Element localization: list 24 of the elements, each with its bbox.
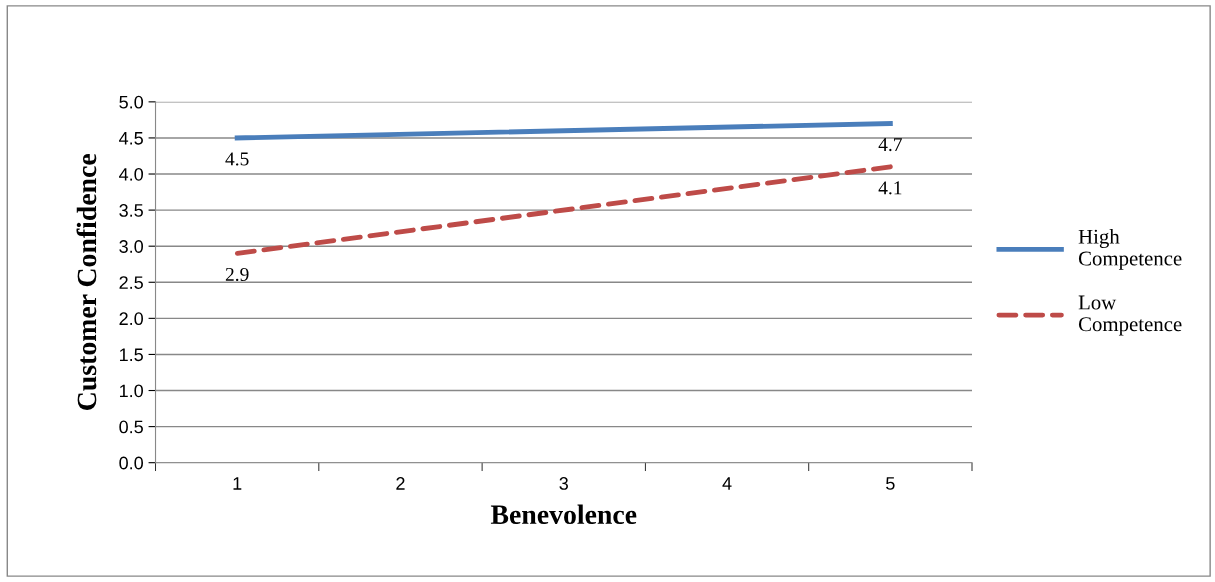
text: 4.0 — [119, 167, 144, 181]
x-tick-label: 2 — [396, 477, 405, 490]
data-label: 4.7 — [878, 138, 902, 152]
x-tick-label: 5 — [886, 477, 895, 490]
y-axis-title: Customer Confidence — [76, 154, 97, 410]
text: 0.5 — [119, 420, 143, 434]
text: 2.0 — [119, 312, 144, 326]
text: 1.5 — [119, 348, 143, 362]
data-label: 4.1 — [878, 181, 902, 195]
legend-label: Low Competence — [1078, 295, 1182, 336]
text: 2.5 — [119, 276, 143, 289]
x-axis-title: Benevolence — [490, 504, 637, 525]
text: 0.0 — [119, 456, 144, 470]
text: 1.0 — [119, 384, 144, 398]
text: 4.5 — [119, 132, 143, 145]
x-tick-label: 1 — [233, 477, 242, 490]
x-tick-label: 4 — [722, 477, 732, 490]
data-label: 4.5 — [225, 152, 249, 166]
x-tick-label: 3 — [559, 477, 568, 490]
text: 3.0 — [119, 240, 144, 253]
text: 3.5 — [119, 204, 143, 217]
legend-label: High Competence — [1078, 229, 1182, 270]
text: 5.0 — [119, 95, 144, 109]
data-label: 2.9 — [225, 267, 249, 282]
